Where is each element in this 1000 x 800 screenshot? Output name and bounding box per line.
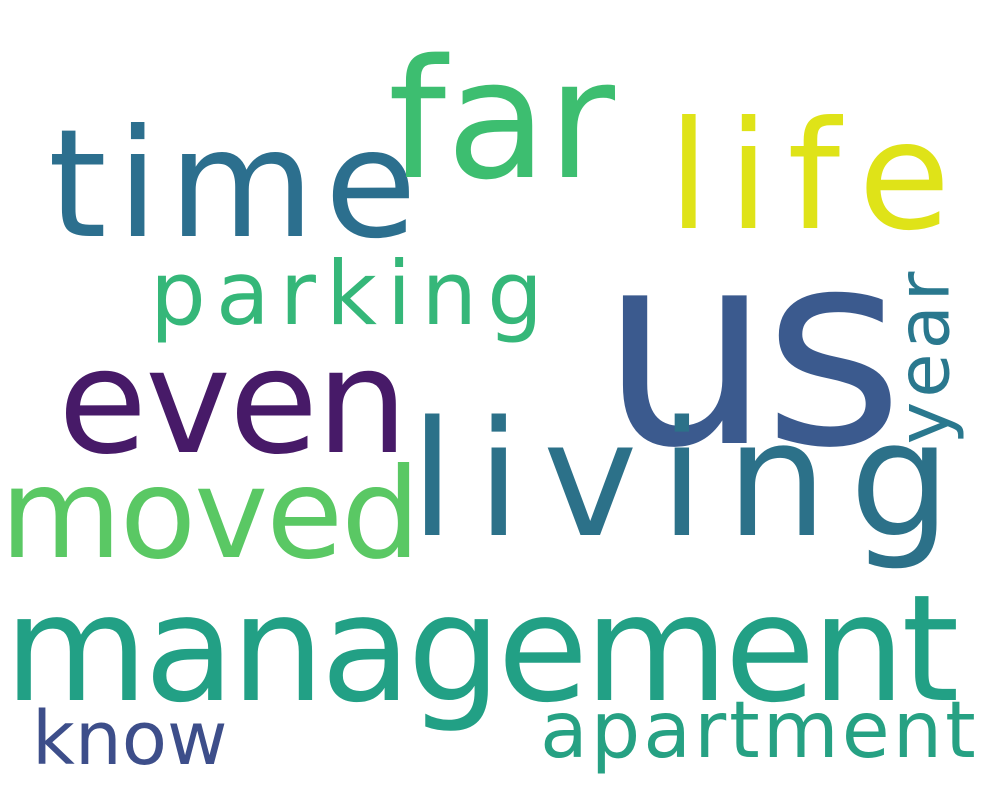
word-apartment: apartment bbox=[540, 686, 979, 776]
word-year: year bbox=[881, 267, 966, 445]
word-even: even bbox=[58, 318, 408, 487]
word-parking: parking bbox=[150, 242, 554, 345]
word-moved: moved bbox=[0, 442, 420, 587]
word-know: know bbox=[32, 696, 228, 782]
word-life: life bbox=[668, 90, 969, 264]
word-management: management bbox=[4, 563, 959, 735]
word-far: far bbox=[388, 24, 616, 216]
word-time: time bbox=[48, 98, 427, 272]
word-living: living bbox=[410, 386, 974, 573]
word-us: us bbox=[600, 192, 904, 507]
